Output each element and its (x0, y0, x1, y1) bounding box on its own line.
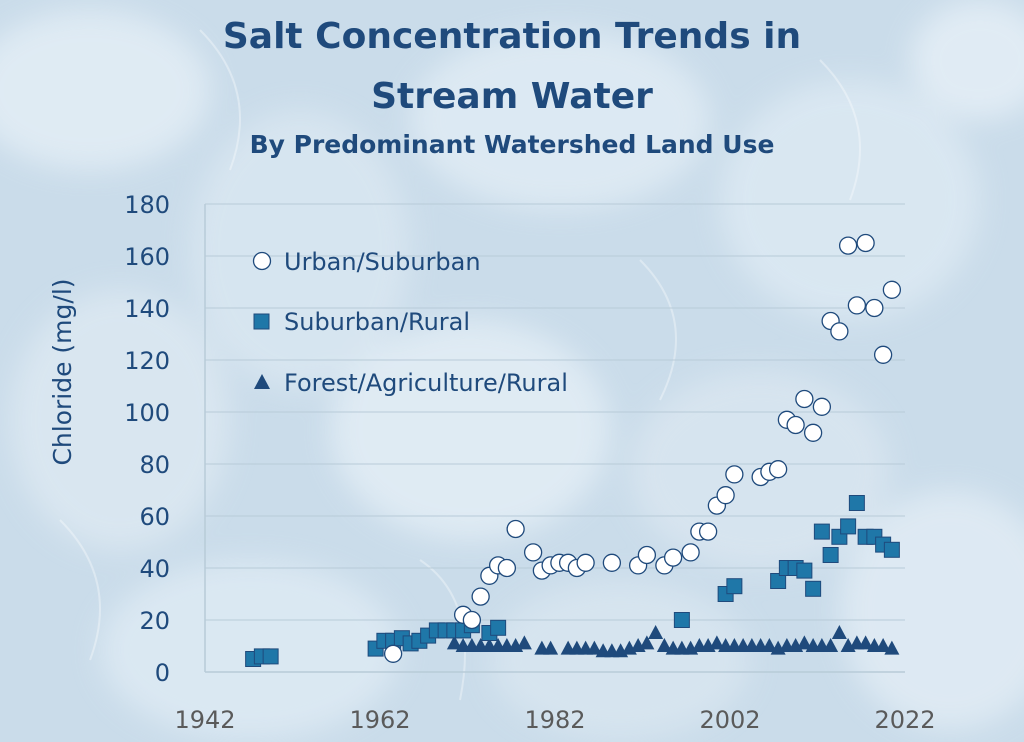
data-point-triangle (639, 635, 655, 650)
data-point-square (673, 612, 690, 628)
data-point-circle (523, 543, 543, 562)
chart-title-line-2: Stream Water (371, 76, 653, 117)
y-tick-label: 60 (139, 503, 170, 531)
legend-triangle-marker-icon (254, 374, 270, 389)
data-point-circle (663, 548, 683, 567)
data-point-square (813, 523, 830, 540)
data-point-square (848, 495, 865, 511)
data-point-circle (497, 558, 517, 578)
y-tick-label: 40 (139, 555, 170, 583)
y-tick-label: 160 (124, 243, 170, 271)
y-axis-label: Chloride (mg/l) (48, 278, 77, 465)
data-point-circle (830, 322, 849, 341)
data-point-triangle (709, 635, 725, 650)
data-point-square (883, 541, 900, 558)
x-tick-label: 1962 (349, 706, 410, 734)
data-point-circle (786, 415, 805, 435)
data-point-circle (471, 587, 490, 606)
data-point-circle (812, 397, 832, 416)
data-point-square (490, 619, 507, 636)
y-tick-label: 100 (124, 399, 170, 427)
x-tick-label: 2022 (874, 706, 935, 734)
legend-item-suburban-rural: Suburban/Rural (253, 308, 470, 336)
data-point-circle (882, 280, 902, 299)
data-point-circle (506, 519, 525, 539)
y-axis-tick-labels: 0 20 40 60 80 100 120 140 160 180 (124, 191, 170, 687)
data-point-circle (847, 296, 867, 315)
x-tick-label: 1942 (174, 706, 235, 734)
data-point-triangle (656, 638, 672, 652)
chart-subtitle: By Predominant Watershed Land Use (249, 130, 775, 159)
data-point-square (796, 562, 813, 579)
legend-circle-marker-icon (252, 251, 272, 271)
data-point-triangle (761, 638, 777, 652)
data-point-circle (856, 233, 875, 253)
data-points (245, 233, 902, 667)
data-point-square (726, 578, 743, 595)
data-point-triangle (586, 640, 602, 655)
chart-title-line-1: Salt Concentration Trends in (222, 16, 802, 57)
data-point-square (822, 547, 839, 563)
data-point-circle (725, 465, 744, 484)
data-point-circle (768, 460, 788, 479)
series-triangle-points (446, 625, 900, 658)
legend-square-marker-icon (253, 313, 270, 330)
data-point-triangle (796, 635, 812, 650)
data-point-triangle (858, 635, 874, 650)
data-point-circle (698, 522, 718, 541)
legend-label-urban-suburban: Urban/Suburban (284, 248, 481, 276)
data-point-circle (803, 423, 823, 442)
legend-label-suburban-rural: Suburban/Rural (284, 308, 470, 336)
y-tick-label: 120 (124, 347, 170, 375)
legend-item-forest-agriculture-rural: Forest/Agriculture/Rural (254, 369, 568, 397)
data-point-circle (383, 644, 403, 663)
data-point-triangle (543, 640, 559, 655)
x-tick-label: 1982 (524, 706, 585, 734)
y-tick-label: 80 (139, 451, 170, 479)
data-point-triangle (446, 635, 462, 650)
data-point-circle (838, 236, 858, 255)
data-point-circle (576, 553, 595, 572)
x-tick-label: 2002 (699, 706, 760, 734)
legend-item-urban-suburban: Urban/Suburban (252, 248, 481, 276)
data-point-circle (637, 545, 657, 565)
y-tick-label: 20 (139, 607, 170, 635)
data-point-triangle (875, 638, 891, 652)
data-point-circle (681, 543, 700, 562)
data-point-square (840, 518, 857, 535)
data-point-triangle (831, 625, 847, 639)
legend-label-forest-agriculture-rural: Forest/Agriculture/Rural (284, 369, 568, 397)
data-point-triangle (823, 638, 839, 652)
data-point-circle (795, 389, 814, 409)
y-tick-label: 0 (155, 659, 170, 687)
gridlines (204, 203, 905, 673)
data-point-circle (462, 610, 482, 630)
data-point-triangle (648, 625, 664, 639)
data-point-square (262, 648, 279, 665)
legend: Urban/Suburban Suburban/Rural Forest/Agr… (252, 248, 568, 397)
y-tick-label: 140 (124, 295, 170, 323)
data-point-square (770, 573, 787, 589)
data-point-triangle (884, 640, 900, 655)
data-point-triangle (516, 635, 532, 650)
data-point-circle (873, 345, 893, 364)
data-point-circle (865, 298, 884, 318)
series-square-points (245, 495, 900, 667)
data-point-circle (716, 486, 735, 505)
data-point-circle (602, 553, 622, 572)
x-axis-tick-labels: 1942 1962 1982 2002 2022 (174, 706, 935, 734)
series-circle-points (383, 233, 902, 663)
y-tick-label: 180 (124, 191, 170, 219)
data-point-square (805, 580, 822, 597)
